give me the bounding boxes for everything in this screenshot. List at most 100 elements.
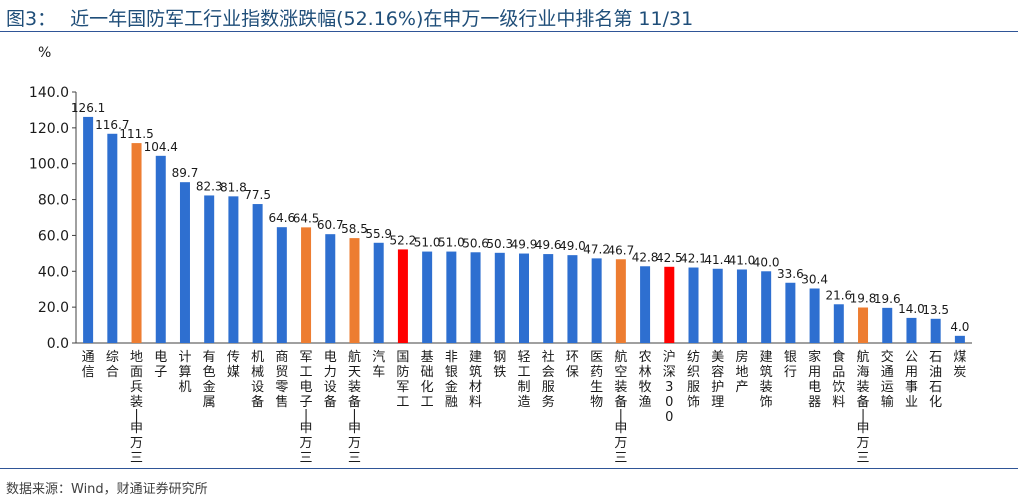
bar-value-label: 33.6 <box>777 267 804 281</box>
bar-value-label: 111.5 <box>119 127 153 141</box>
bar-value-label: 50.3 <box>486 237 513 251</box>
x-category-label: 银行 <box>784 350 797 380</box>
bar-value-label: 47.2 <box>583 242 610 256</box>
bar-value-label: 42.1 <box>680 252 707 266</box>
bar <box>785 282 796 343</box>
bar-value-label: 46.7 <box>608 243 635 257</box>
x-category-label: 航天装备|申万三 <box>348 349 361 466</box>
y-tick-label: 0.0 <box>47 336 69 352</box>
bar <box>519 253 529 343</box>
figure-title: 图3： 近一年国防军工行业指数涨跌幅(52.16%)在申万一级行业中排名第 11/… <box>6 4 693 31</box>
bar <box>470 252 481 343</box>
x-category-label: 美容护理 <box>711 350 724 410</box>
x-category-label: 军工电子|申万三 <box>300 350 313 466</box>
figure-title-text: 近一年国防军工行业指数涨跌幅(52.16%)在申万一级行业中排名第 11/31 <box>70 8 694 30</box>
x-category-label: 综合 <box>106 350 119 380</box>
x-category-label: 建筑装饰 <box>760 350 773 410</box>
bar-value-label: 19.8 <box>850 292 877 306</box>
bar-value-label: 126.1 <box>71 101 105 115</box>
bar-value-label: 51.0 <box>414 236 441 250</box>
x-category-label: 电力设备 <box>324 350 337 410</box>
bar <box>301 227 312 343</box>
x-category-label: 计算机 <box>178 350 191 395</box>
y-tick-label: 40.0 <box>38 264 69 280</box>
bar <box>761 271 772 343</box>
bar-chart: % 0.0 20.0 40.0 60.0 80.0 100.0 120.0 140.0126.1… <box>29 45 972 466</box>
y-tick-label: 20.0 <box>38 300 69 316</box>
figure-label: 图3： <box>6 8 57 30</box>
y-tick-label: 60.0 <box>38 228 69 244</box>
footer-divider <box>0 468 1018 469</box>
x-category-label: 机械设备 <box>251 350 264 410</box>
bar-value-label: 64.5 <box>293 211 320 225</box>
x-category-label: 建筑材料 <box>469 350 482 410</box>
bar <box>83 116 94 343</box>
x-category-label: 房地产 <box>735 349 748 395</box>
bar-value-label: 42.8 <box>632 250 659 264</box>
x-category-label: 国防军工 <box>396 350 409 410</box>
bar-value-label: 52.2 <box>390 233 417 247</box>
y-tick-label: 100.0 <box>29 157 69 173</box>
bar <box>567 255 578 343</box>
bar <box>107 133 118 343</box>
bar <box>906 317 917 343</box>
bar <box>543 254 554 343</box>
bar <box>155 155 166 343</box>
bar-value-label: 104.4 <box>144 140 178 154</box>
bar <box>422 251 433 343</box>
bar-value-label: 49.6 <box>535 238 562 252</box>
y-tick-label: 80.0 <box>38 193 69 209</box>
bar-value-label: 42.5 <box>656 251 683 265</box>
bar-value-label: 89.7 <box>172 166 199 180</box>
bar-value-label: 49.9 <box>511 238 538 252</box>
source-note: 数据来源：Wind，财通证券研究所 <box>6 482 208 497</box>
x-category-label: 煤炭 <box>953 350 966 380</box>
bar <box>640 266 651 343</box>
x-category-label: 轻工制造 <box>517 350 530 410</box>
x-category-label: 家用电器 <box>808 349 821 410</box>
x-category-label: 通信 <box>82 350 95 380</box>
bar <box>664 266 675 343</box>
x-category-label: 电子 <box>154 350 167 380</box>
y-axis-unit: % <box>38 45 51 61</box>
bar <box>252 204 263 343</box>
bar-value-label: 77.5 <box>244 188 271 202</box>
x-category-label: 环保 <box>566 350 579 380</box>
x-category-label: 航海装备|申万三 <box>857 349 870 466</box>
x-category-label: 农林牧渔 <box>639 350 652 410</box>
bar <box>179 182 190 343</box>
x-category-label: 航空装备|申万三 <box>614 349 627 466</box>
x-category-label: 交通运输 <box>881 349 894 410</box>
bar-value-label: 82.3 <box>196 179 223 193</box>
bar-value-label: 49.0 <box>559 239 586 253</box>
bar <box>397 249 408 343</box>
bar <box>494 252 505 343</box>
bar-value-label: 60.7 <box>317 218 344 232</box>
y-tick-label: 140.0 <box>29 85 69 101</box>
bar <box>736 269 747 343</box>
bar <box>615 259 626 343</box>
x-category-label: 非银金融 <box>445 350 458 410</box>
bar <box>809 288 820 343</box>
bar-value-label: 4.0 <box>950 320 969 334</box>
bar <box>712 268 723 343</box>
x-category-label: 钢铁 <box>493 350 506 380</box>
x-category-label: 有色金属 <box>203 350 216 410</box>
bar <box>882 307 893 343</box>
bar <box>204 195 215 343</box>
x-category-label: 传媒 <box>227 350 240 380</box>
bar <box>833 304 844 343</box>
bar-value-label: 19.6 <box>874 292 901 306</box>
x-category-label: 石油石化 <box>929 350 942 410</box>
bar <box>131 143 142 343</box>
bar-value-label: 58.5 <box>341 222 368 236</box>
bar-value-label: 40.0 <box>753 255 780 269</box>
bar-value-label: 30.4 <box>801 272 828 286</box>
bar-value-label: 41.0 <box>729 253 756 267</box>
bar <box>954 335 965 343</box>
bar-value-label: 50.6 <box>462 236 489 250</box>
bar-value-label: 51.0 <box>438 236 465 250</box>
bar <box>228 196 239 343</box>
bar <box>858 307 869 343</box>
x-category-label: 地面兵装|申万三 <box>130 350 143 466</box>
